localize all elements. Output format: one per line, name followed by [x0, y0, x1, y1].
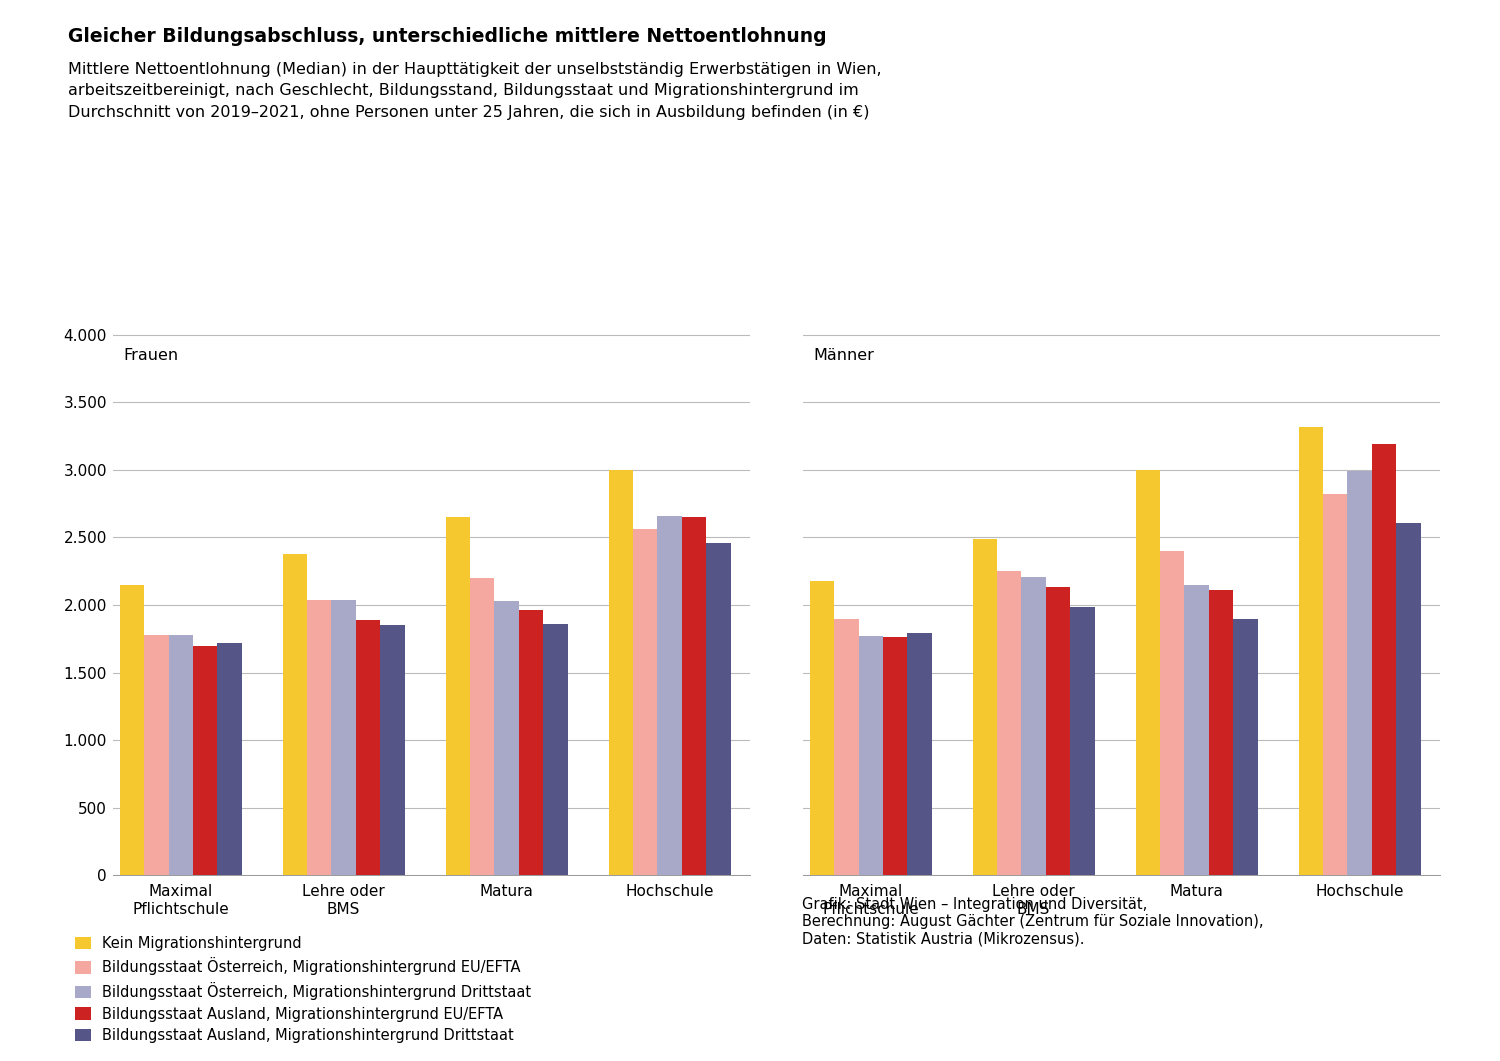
Bar — [356, 620, 380, 875]
Bar — [706, 543, 730, 875]
Bar — [470, 578, 495, 875]
Bar — [810, 580, 834, 875]
Text: Männer: Männer — [813, 348, 874, 363]
Bar — [168, 634, 194, 875]
Bar — [834, 619, 858, 875]
Text: Gleicher Bildungsabschluss, unterschiedliche mittlere Nettoentlohnung: Gleicher Bildungsabschluss, unterschiedl… — [68, 27, 826, 46]
Bar — [217, 643, 242, 875]
Bar — [657, 516, 682, 875]
Bar — [1347, 471, 1372, 875]
Bar — [1233, 619, 1257, 875]
Bar — [144, 634, 168, 875]
Text: Grafik: Stadt Wien – Integration und Diversität,
Berechnung: August Gächter (Zen: Grafik: Stadt Wien – Integration und Div… — [802, 897, 1264, 946]
Bar — [543, 624, 567, 875]
Bar — [1160, 551, 1185, 875]
Bar — [380, 625, 405, 875]
Bar — [1299, 427, 1323, 875]
Bar — [1372, 445, 1396, 875]
Bar — [1209, 590, 1233, 875]
Bar — [908, 633, 932, 875]
Bar — [519, 610, 543, 875]
Bar — [884, 638, 908, 875]
Bar — [446, 517, 470, 875]
Bar — [1046, 588, 1070, 875]
Bar — [1396, 523, 1420, 875]
Bar — [1022, 576, 1046, 875]
Text: Mittlere Nettoentlohnung (Median) in der Haupttätigkeit der unselbstständig Erwe: Mittlere Nettoentlohnung (Median) in der… — [68, 62, 880, 120]
Text: Frauen: Frauen — [123, 348, 178, 363]
Bar — [998, 571, 1022, 875]
Bar — [120, 585, 144, 875]
Bar — [609, 470, 633, 875]
Bar — [284, 554, 308, 875]
Bar — [974, 539, 998, 875]
Bar — [332, 599, 356, 875]
Bar — [858, 637, 883, 875]
Bar — [495, 601, 519, 875]
Bar — [682, 517, 706, 875]
Legend: Kein Migrationshintergrund, Bildungsstaat Österreich, Migrationshintergrund EU/E: Kein Migrationshintergrund, Bildungsstaa… — [75, 936, 531, 1043]
Bar — [1136, 470, 1160, 875]
Bar — [633, 529, 657, 875]
Bar — [194, 645, 217, 875]
Bar — [308, 599, 332, 875]
Bar — [1323, 494, 1347, 875]
Bar — [1185, 585, 1209, 875]
Bar — [1070, 607, 1095, 875]
